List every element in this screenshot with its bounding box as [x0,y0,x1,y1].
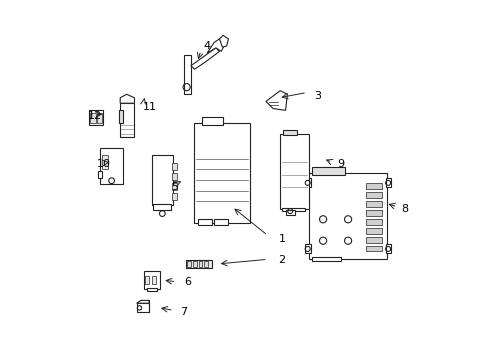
Bar [172,163,177,170]
Bar [100,148,123,184]
Text: 1: 1 [278,234,285,244]
Bar [198,219,212,225]
Bar [151,276,156,284]
Polygon shape [190,48,219,69]
Bar [365,228,381,234]
Text: 8: 8 [401,203,408,213]
Bar [145,276,149,284]
Polygon shape [265,91,287,111]
Bar [89,111,103,125]
Bar [365,210,381,216]
Bar [98,171,102,178]
Bar [283,130,297,135]
Bar [120,103,134,137]
Bar [185,260,212,267]
Text: 9: 9 [337,159,344,169]
Text: 5: 5 [171,182,178,192]
Bar [312,167,344,175]
Bar [365,219,381,225]
Bar [365,237,381,243]
Bar [151,155,173,205]
Bar [172,183,177,190]
Text: 4: 4 [203,41,210,51]
Text: 6: 6 [183,277,190,287]
Text: 10: 10 [97,159,111,169]
Bar [365,183,381,189]
Bar [97,113,102,123]
Bar [365,201,381,207]
Bar [385,244,390,253]
Bar [172,173,177,180]
Bar [308,173,386,258]
Bar [136,303,149,312]
Bar [282,207,305,211]
Text: 2: 2 [278,255,285,265]
Text: 12: 12 [88,111,102,121]
Bar [153,204,171,210]
Bar [214,219,228,225]
Bar [201,117,223,125]
Bar [143,271,160,289]
Bar [305,178,310,187]
Bar [204,261,207,267]
Bar [90,113,95,123]
Bar [305,244,310,253]
Bar [194,123,249,223]
Bar [102,155,108,169]
Polygon shape [136,300,149,303]
Bar [183,55,190,94]
Polygon shape [206,39,224,53]
Bar [365,246,381,251]
Text: 3: 3 [313,91,321,101]
Bar [385,178,390,187]
Bar [365,192,381,198]
Polygon shape [219,35,228,47]
Bar [119,111,123,123]
Bar [146,288,157,292]
Bar [193,261,196,267]
Bar [198,261,202,267]
Text: 7: 7 [180,307,187,317]
Bar [172,193,177,200]
Bar [285,210,294,215]
Text: 11: 11 [142,102,156,112]
Bar [280,134,308,208]
Polygon shape [120,94,134,103]
Bar [187,261,190,267]
Bar [312,257,340,261]
